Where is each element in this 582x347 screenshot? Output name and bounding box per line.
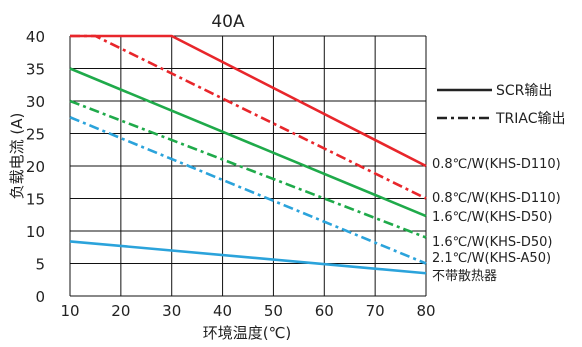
- y-tick-label: 0: [35, 288, 45, 306]
- y-tick-label: 10: [26, 223, 45, 241]
- x-tick-label: 70: [366, 302, 385, 320]
- x-axis-label: 环境温度(℃): [203, 324, 292, 342]
- y-tick-label: 40: [26, 28, 45, 46]
- x-tick-label: 40: [213, 302, 232, 320]
- series-label: 0.8℃/W(KHS-D110): [432, 157, 561, 172]
- series-line: [70, 34, 427, 168]
- series-line: [70, 34, 427, 200]
- series-label: 0.8℃/W(KHS-D110): [432, 191, 561, 206]
- x-tick-label: 50: [264, 302, 283, 320]
- y-tick-label: 5: [35, 256, 45, 274]
- y-tick-label: 25: [26, 126, 45, 144]
- x-tick-label: 60: [315, 302, 334, 320]
- legend-label-scr: SCR输出: [496, 83, 552, 99]
- y-tick-label: 30: [26, 93, 45, 111]
- legend: SCR输出 TRIAC输出: [437, 83, 566, 127]
- x-tick-label: 30: [162, 302, 181, 320]
- series-label: 不带散热器: [432, 269, 497, 284]
- y-axis-label: 负载电流 (A): [8, 113, 26, 200]
- legend-label-triac: TRIAC输出: [495, 111, 566, 127]
- series-lines: [69, 34, 427, 275]
- x-tick-label: 10: [60, 302, 79, 320]
- x-tick-label: 80: [416, 302, 435, 320]
- series-line: [69, 67, 427, 218]
- series-label: 1.6℃/W(KHS-D50): [432, 210, 552, 225]
- tick-labels: 10 20 30 40 50 60 70 80 0 5 10 15 20 25 30 35 40: [26, 28, 436, 320]
- grid-lines: [69, 35, 427, 297]
- series-line: [69, 116, 427, 265]
- chart-title: 40A: [211, 12, 245, 32]
- series-line: [69, 240, 427, 275]
- series-label: 2.1℃/W(KHS-A50): [432, 251, 551, 266]
- x-tick-label: 20: [111, 302, 130, 320]
- y-tick-label: 20: [26, 158, 45, 176]
- y-tick-label: 15: [26, 191, 45, 209]
- series-labels: 0.8℃/W(KHS-D110) 0.8℃/W(KHS-D110) 1.6℃/W(K…: [432, 157, 561, 284]
- series-line: [69, 99, 427, 239]
- y-tick-label: 35: [26, 61, 45, 79]
- series-label: 1.6℃/W(KHS-D50): [432, 235, 552, 250]
